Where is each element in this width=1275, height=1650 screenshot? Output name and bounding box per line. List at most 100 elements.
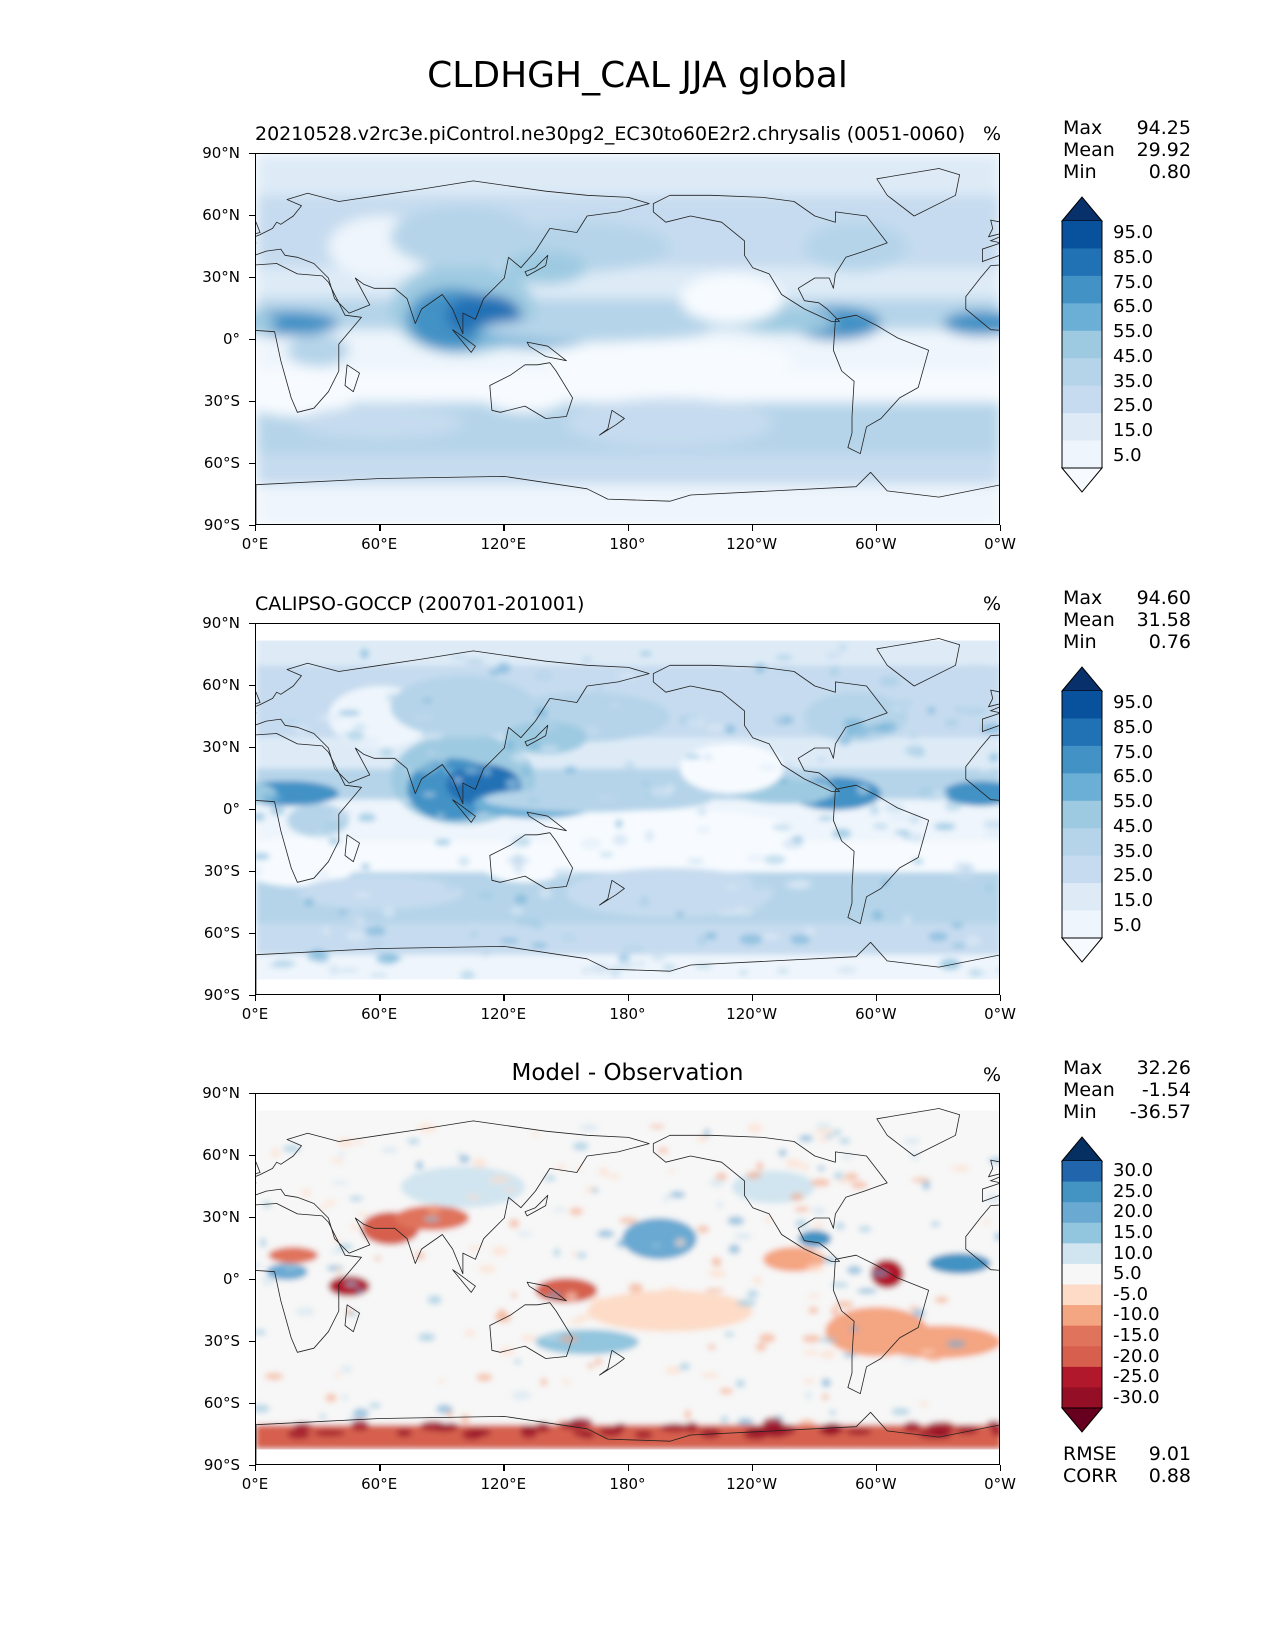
lat-tick <box>249 871 255 873</box>
lon-tick <box>379 995 381 1001</box>
lon-tick <box>875 525 878 531</box>
lon-tick <box>627 995 629 1001</box>
colorbar-tick-label: 15.0 <box>1113 419 1154 441</box>
colorbar-swatch <box>1062 800 1102 829</box>
lat-tick <box>249 933 255 935</box>
lat-tick-label: 30°N <box>202 268 240 286</box>
stats-block: Max 94.60 Mean 31.58 Min 0.76 <box>1063 587 1191 653</box>
colorbar-swatch <box>1062 1325 1102 1347</box>
lon-tick-label: 120°E <box>480 535 527 553</box>
lon-tick-label: 60°E <box>361 1005 398 1023</box>
lat-tick-label: 60°N <box>202 206 240 224</box>
lon-tick-label: 120°E <box>480 1475 527 1493</box>
lon-tick-label: 180° <box>609 535 646 553</box>
lat-tick-label: 30°N <box>202 1208 240 1226</box>
colorbar-swatch <box>1062 440 1102 469</box>
colorbar-swatch <box>1062 330 1102 359</box>
lat-tick <box>249 1279 255 1281</box>
corr-value: 0.88 <box>1148 1465 1191 1487</box>
colorbar-tick-label: 5.0 <box>1113 1263 1142 1285</box>
colorbar-tick-label: 55.0 <box>1113 791 1154 813</box>
lon-tick-label: 0°E <box>241 535 269 553</box>
colorbar-swatch <box>1062 1161 1102 1183</box>
colorbar-swatch <box>1062 1263 1102 1285</box>
lon-tick <box>1000 525 1002 531</box>
min-value: 0.76 <box>1148 631 1191 653</box>
map-plot <box>255 1093 1000 1465</box>
colorbar-tick-label: -25.0 <box>1113 1366 1160 1388</box>
colorbar-tick-label: 35.0 <box>1113 840 1154 862</box>
colorbar-extend-min <box>1060 1407 1104 1433</box>
panel-title: 20210528.v2rc3e.piControl.ne30pg2_EC30to… <box>255 123 966 145</box>
lon-tick <box>875 995 878 1001</box>
colorbar-swatch <box>1062 1181 1102 1203</box>
colorbar-tick-label: -15.0 <box>1113 1324 1160 1346</box>
colorbar-tick-label: 5.0 <box>1113 444 1142 466</box>
lat-tick <box>249 215 255 217</box>
corr-label: CORR <box>1063 1465 1118 1487</box>
mean-value: -1.54 <box>1141 1079 1191 1101</box>
panel-title: CALIPSO-GOCCP (200701-201001) <box>255 593 585 615</box>
colorbar-swatch <box>1062 1284 1102 1306</box>
lon-tick <box>255 525 257 531</box>
colorbar-swatch <box>1062 718 1102 747</box>
colorbar-swatch <box>1062 221 1102 249</box>
lat-tick <box>249 1465 255 1467</box>
panel-title: Model - Observation <box>511 1060 744 1086</box>
lat-tick-label: 30°N <box>202 738 240 756</box>
stats-block: Max 32.26 Mean -1.54 Min -36.57 <box>1063 1057 1191 1123</box>
colorbar-tick-label: 15.0 <box>1113 889 1154 911</box>
lat-tick-label: 0° <box>222 1270 240 1288</box>
colorbar-tick-label: -30.0 <box>1113 1386 1160 1408</box>
lat-tick-label: 90°S <box>203 986 240 1004</box>
lat-tick-label: 90°N <box>202 614 240 632</box>
colorbar-swatch <box>1062 828 1102 857</box>
colorbar-tick-label: 25.0 <box>1113 1180 1154 1202</box>
lon-tick <box>503 1465 505 1471</box>
lon-tick <box>627 525 629 531</box>
colorbar-tick-label: 20.0 <box>1113 1201 1154 1223</box>
colorbar-graphic <box>1060 666 1104 963</box>
lon-tick-label: 60°W <box>855 1475 897 1493</box>
colorbar-tick-label: 45.0 <box>1113 815 1154 837</box>
colorbar-tick-label: 35.0 <box>1113 370 1154 392</box>
lon-tick <box>751 525 754 531</box>
lat-tick <box>249 1217 255 1219</box>
lat-tick-label: 90°N <box>202 144 240 162</box>
colorbar-graphic <box>1060 1136 1104 1433</box>
lon-tick-label: 0°W <box>984 1475 1016 1493</box>
colorbar-swatch <box>1062 303 1102 332</box>
colorbar-swatch <box>1062 1222 1102 1244</box>
colorbar-extend-max <box>1060 666 1104 692</box>
panel-units: % <box>983 593 1002 615</box>
coastlines <box>256 168 999 524</box>
lon-tick <box>255 995 257 1001</box>
panel-units: % <box>983 1064 1002 1086</box>
lat-tick <box>249 1403 255 1405</box>
max-label: Max <box>1063 587 1103 609</box>
lat-tick-label: 0° <box>222 800 240 818</box>
coastlines <box>256 638 999 994</box>
lat-tick-label: 30°S <box>203 1332 240 1350</box>
lon-tick-label: 0°W <box>984 1005 1016 1023</box>
min-label: Min <box>1063 161 1097 183</box>
colorbar-swatch <box>1062 413 1102 442</box>
colorbar-swatch <box>1062 1305 1102 1327</box>
colorbar-swatch <box>1062 855 1102 884</box>
lat-tick <box>249 995 255 997</box>
colorbar-swatch <box>1062 745 1102 774</box>
max-value: 32.26 <box>1136 1057 1191 1079</box>
colorbar-extend-max <box>1060 1136 1104 1162</box>
lon-tick <box>503 525 505 531</box>
colorbar-extend-min <box>1060 937 1104 963</box>
coastlines <box>256 1108 999 1464</box>
colorbar-graphic <box>1060 196 1104 493</box>
lat-tick-label: 60°N <box>202 676 240 694</box>
lon-tick <box>751 995 754 1001</box>
colorbar-swatch <box>1062 883 1102 912</box>
max-label: Max <box>1063 1057 1103 1079</box>
colorbar-tick-label: -10.0 <box>1113 1304 1160 1326</box>
figure-title: CLDHGH_CAL JJA global <box>427 55 848 96</box>
lat-tick <box>249 809 255 811</box>
lat-tick-label: 0° <box>222 330 240 348</box>
